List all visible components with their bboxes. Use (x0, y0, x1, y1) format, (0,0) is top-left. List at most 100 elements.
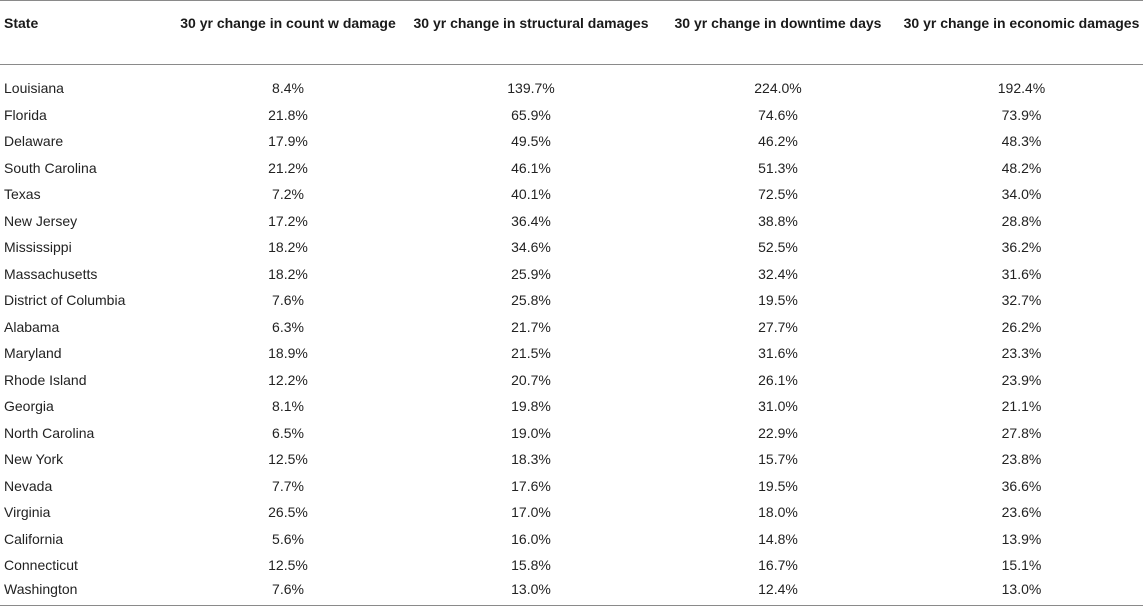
cell-structural-change: 34.6% (511, 239, 551, 256)
table-row: Georgia 8.1% 19.8% 31.0% 21.1% (0, 393, 1143, 420)
cell-structural-change: 49.5% (511, 133, 551, 150)
cell-count-change: 5.6% (272, 530, 304, 547)
cell-structural-change: 46.1% (511, 159, 551, 176)
cell-structural-change: 19.8% (511, 398, 551, 415)
cell-count-change: 21.8% (268, 106, 308, 123)
cell-structural-change: 15.8% (511, 557, 551, 574)
table-row: Texas 7.2% 40.1% 72.5% 34.0% (0, 181, 1143, 208)
table-row: Massachusetts 18.2% 25.9% 32.4% 31.6% (0, 261, 1143, 288)
cell-count-change: 6.5% (272, 424, 304, 441)
cell-economic-change: 36.2% (1001, 239, 1042, 256)
cell-structural-change: 25.8% (511, 292, 551, 309)
table-body: Louisiana 8.4% 139.7% 224.0% 192.4% Florida 21… (0, 65, 1143, 605)
cell-count-change: 8.1% (272, 398, 304, 415)
cell-count-change: 18.9% (268, 345, 308, 362)
cell-count-change: 7.6% (272, 580, 304, 597)
cell-count-change: 26.5% (268, 504, 308, 521)
cell-structural-change: 21.5% (511, 345, 551, 362)
cell-downtime-change: 74.6% (758, 106, 798, 123)
cell-structural-change: 139.7% (507, 80, 555, 97)
table-row: California 5.6% 16.0% 14.8% 13.9% (0, 526, 1143, 553)
table-row: Alabama 6.3% 21.7% 27.7% 26.2% (0, 314, 1143, 341)
cell-economic-change: 36.6% (1001, 477, 1042, 494)
cell-state: Connecticut (4, 557, 78, 574)
cell-downtime-change: 22.9% (758, 424, 798, 441)
cell-count-change: 7.2% (272, 186, 304, 203)
cell-state: Georgia (4, 398, 54, 415)
cell-structural-change: 19.0% (511, 424, 551, 441)
cell-count-change: 6.3% (272, 318, 304, 335)
table-row: Mississippi 18.2% 34.6% 52.5% 36.2% (0, 234, 1143, 261)
cell-economic-change: 192.4% (997, 80, 1046, 97)
cell-state: Louisiana (4, 80, 64, 97)
cell-downtime-change: 16.7% (758, 557, 798, 574)
cell-economic-change: 23.8% (1001, 451, 1042, 468)
cell-structural-change: 36.4% (511, 212, 551, 229)
cell-state: Virginia (4, 504, 51, 521)
cell-state: California (4, 530, 64, 547)
cell-downtime-change: 26.1% (758, 371, 798, 388)
cell-economic-change: 15.1% (1001, 557, 1042, 574)
table-row: Delaware 17.9% 49.5% 46.2% 48.3% (0, 128, 1143, 155)
table-row: Virginia 26.5% 17.0% 18.0% 23.6% (0, 499, 1143, 526)
cell-structural-change: 13.0% (511, 580, 551, 597)
table-row: Nevada 7.7% 17.6% 19.5% 36.6% (0, 473, 1143, 500)
cell-count-change: 18.2% (268, 265, 308, 282)
cell-economic-change: 23.6% (1001, 504, 1042, 521)
cell-structural-change: 25.9% (511, 265, 551, 282)
cell-state: North Carolina (4, 424, 95, 441)
cell-structural-change: 21.7% (511, 318, 551, 335)
cell-economic-change: 23.9% (1001, 371, 1042, 388)
cell-count-change: 8.4% (272, 80, 304, 97)
header-downtime-change: 30 yr change in downtime days (674, 15, 882, 31)
cell-structural-change: 17.6% (511, 477, 551, 494)
cell-downtime-change: 19.5% (758, 292, 798, 309)
cell-state: Nevada (4, 477, 53, 494)
cell-economic-change: 26.2% (1001, 318, 1042, 335)
cell-downtime-change: 46.2% (758, 133, 798, 150)
cell-downtime-change: 51.3% (758, 159, 798, 176)
cell-structural-change: 40.1% (511, 186, 551, 203)
cell-state: Florida (4, 106, 47, 123)
header-economic-change: 30 yr change in economic damages (903, 15, 1140, 31)
cell-downtime-change: 18.0% (758, 504, 798, 521)
cell-economic-change: 34.0% (1001, 186, 1042, 203)
table-row: Louisiana 8.4% 139.7% 224.0% 192.4% (0, 75, 1143, 102)
table-row: New Jersey 17.2% 36.4% 38.8% 28.8% (0, 208, 1143, 235)
cell-economic-change: 21.1% (1001, 398, 1042, 415)
cell-economic-change: 48.2% (1001, 159, 1042, 176)
table-row: District of Columbia 7.6% 25.8% 19.5% 32.7% (0, 287, 1143, 314)
cell-state: Alabama (4, 318, 60, 335)
header-row: State 30 yr change in count w damage 30 … (0, 0, 1143, 65)
cell-count-change: 12.5% (268, 557, 308, 574)
cell-count-change: 18.2% (268, 239, 308, 256)
cell-downtime-change: 14.8% (758, 530, 798, 547)
cell-state: New Jersey (4, 212, 78, 229)
cell-state: South Carolina (4, 159, 97, 176)
cell-downtime-change: 31.0% (758, 398, 798, 415)
cell-state: Washington (4, 580, 78, 597)
cell-structural-change: 18.3% (511, 451, 551, 468)
table-header: State 30 yr change in count w damage 30 … (0, 0, 1143, 65)
header-state: State (4, 15, 39, 31)
table-row: Florida 21.8% 65.9% 74.6% 73.9% (0, 102, 1143, 129)
cell-economic-change: 28.8% (1001, 212, 1042, 229)
cell-state: Delaware (4, 133, 64, 150)
cell-downtime-change: 38.8% (758, 212, 798, 229)
cell-count-change: 12.2% (268, 371, 308, 388)
cell-count-change: 7.7% (272, 477, 304, 494)
table-row: South Carolina 21.2% 46.1% 51.3% 48.2% (0, 155, 1143, 182)
table-row: Connecticut 12.5% 15.8% 16.7% 15.1% (0, 552, 1143, 579)
cell-economic-change: 13.0% (1001, 580, 1042, 597)
cell-state: Massachusetts (4, 265, 98, 282)
header-structural-change: 30 yr change in structural damages (413, 15, 649, 31)
cell-count-change: 7.6% (272, 292, 304, 309)
spacer-cell (0, 65, 1143, 76)
cell-economic-change: 13.9% (1001, 530, 1042, 547)
cell-downtime-change: 31.6% (758, 345, 798, 362)
cell-structural-change: 20.7% (511, 371, 551, 388)
cell-state: Texas (4, 186, 41, 203)
cell-economic-change: 27.8% (1001, 424, 1042, 441)
cell-downtime-change: 72.5% (758, 186, 798, 203)
